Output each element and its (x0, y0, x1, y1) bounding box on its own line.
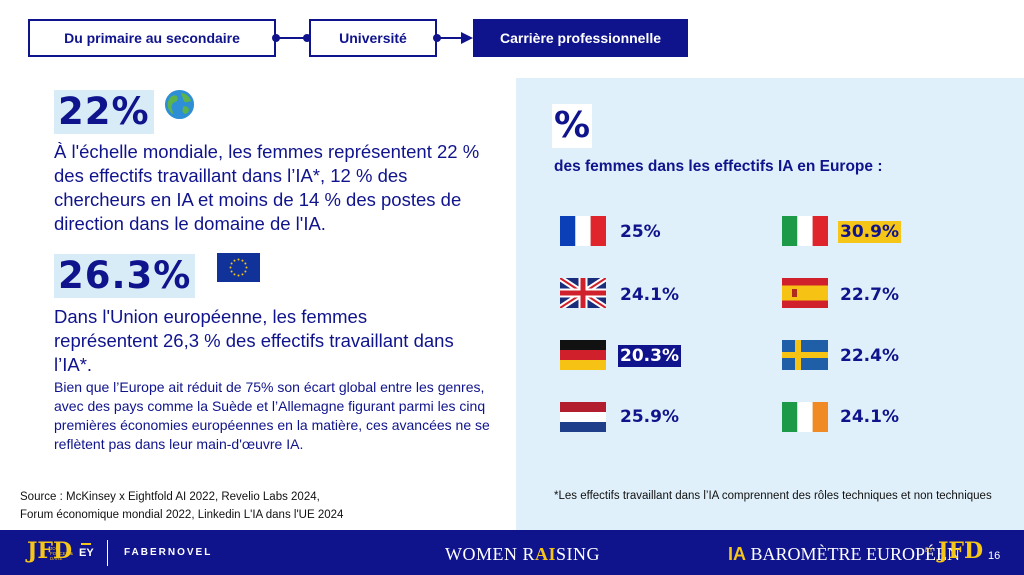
netherlands-flag-icon (560, 402, 606, 432)
fabernovel-logo: FABERNOVEL (124, 547, 213, 558)
source-text: Source : McKinsey x Eightfold AI 2022, R… (20, 488, 500, 524)
connector-dot (272, 34, 280, 42)
women-raising-text: WOMEN R (445, 544, 535, 564)
barometre-text: BAROMÈTRE EUROPÉEN (746, 544, 961, 564)
breadcrumb: Du primaire au secondaire Université Car… (28, 19, 688, 57)
country-value-france: 25% (620, 222, 661, 242)
country-value-italy: 30.9% (838, 221, 901, 243)
ireland-flag-icon (782, 402, 828, 432)
spain-flag-icon (782, 278, 828, 308)
jfd-logo: JFD (27, 538, 73, 564)
percent-symbol: % (552, 104, 593, 148)
breadcrumb-connector (437, 37, 465, 39)
germany-flag-icon (560, 340, 606, 370)
connector-dot (433, 34, 441, 42)
uk-flag-icon (560, 278, 606, 308)
barometre-title: IA BAROMÈTRE EUROPÉEN (728, 544, 960, 565)
country-value-germany: 20.3% (618, 345, 681, 367)
page-number: 16 (988, 550, 1001, 562)
breadcrumb-step-primary-secondary[interactable]: Du primaire au secondaire (28, 19, 276, 57)
women-raising-logo: WOMEN RAISING (445, 544, 600, 565)
footnote: *Les effectifs travaillant dans l’IA com… (554, 490, 992, 502)
footer-divider (107, 540, 108, 566)
breadcrumb-step-university[interactable]: Université (309, 19, 437, 57)
connector-dot (303, 34, 311, 42)
sweden-flag-icon (782, 340, 828, 370)
panel-subtitle: des femmes dans les effectifs IA en Euro… (554, 158, 883, 175)
footer-bar (0, 530, 1024, 575)
italy-flag-icon (782, 216, 828, 246)
gender-gap-paragraph: Bien que l’Europe ait réduit de 75% son … (54, 379, 490, 452)
ey-logo-bar (81, 543, 91, 545)
arrow-right-icon (461, 32, 473, 44)
breadcrumb-connector (276, 37, 309, 39)
source-line: Forum économique mondial 2022, Linkedin … (20, 509, 344, 521)
country-value-ireland: 24.1% (840, 407, 899, 427)
women-raising-text: SING (556, 544, 601, 564)
ey-logo: EY (79, 547, 94, 559)
stat-world-description: À l'échelle mondiale, les femmes représe… (54, 141, 480, 234)
jfd-logo-right: JFD (938, 538, 984, 564)
source-line: Source : McKinsey x Eightfold AI 2022, R… (20, 491, 320, 503)
country-value-sweden: 22.4% (840, 346, 899, 366)
country-value-netherlands: 25.9% (620, 407, 679, 427)
jfd-tagline: JOIN FORCES & DARE (50, 546, 74, 561)
by-label: BY (925, 548, 934, 554)
country-value-spain: 22.7% (840, 285, 899, 305)
breadcrumb-step-career[interactable]: Carrière professionnelle (473, 19, 688, 57)
stat-world-value: 22% (54, 90, 154, 134)
stat-eu-description: Dans l'Union européenne, les femmes repr… (54, 306, 454, 375)
globe-icon (164, 89, 195, 120)
barometre-ia: IA (728, 544, 746, 564)
eu-flag-icon (217, 253, 260, 282)
country-value-uk: 24.1% (620, 285, 679, 305)
france-flag-icon (560, 216, 606, 246)
women-raising-ai: AI (535, 544, 557, 564)
stat-eu-value: 26.3% (54, 254, 196, 298)
